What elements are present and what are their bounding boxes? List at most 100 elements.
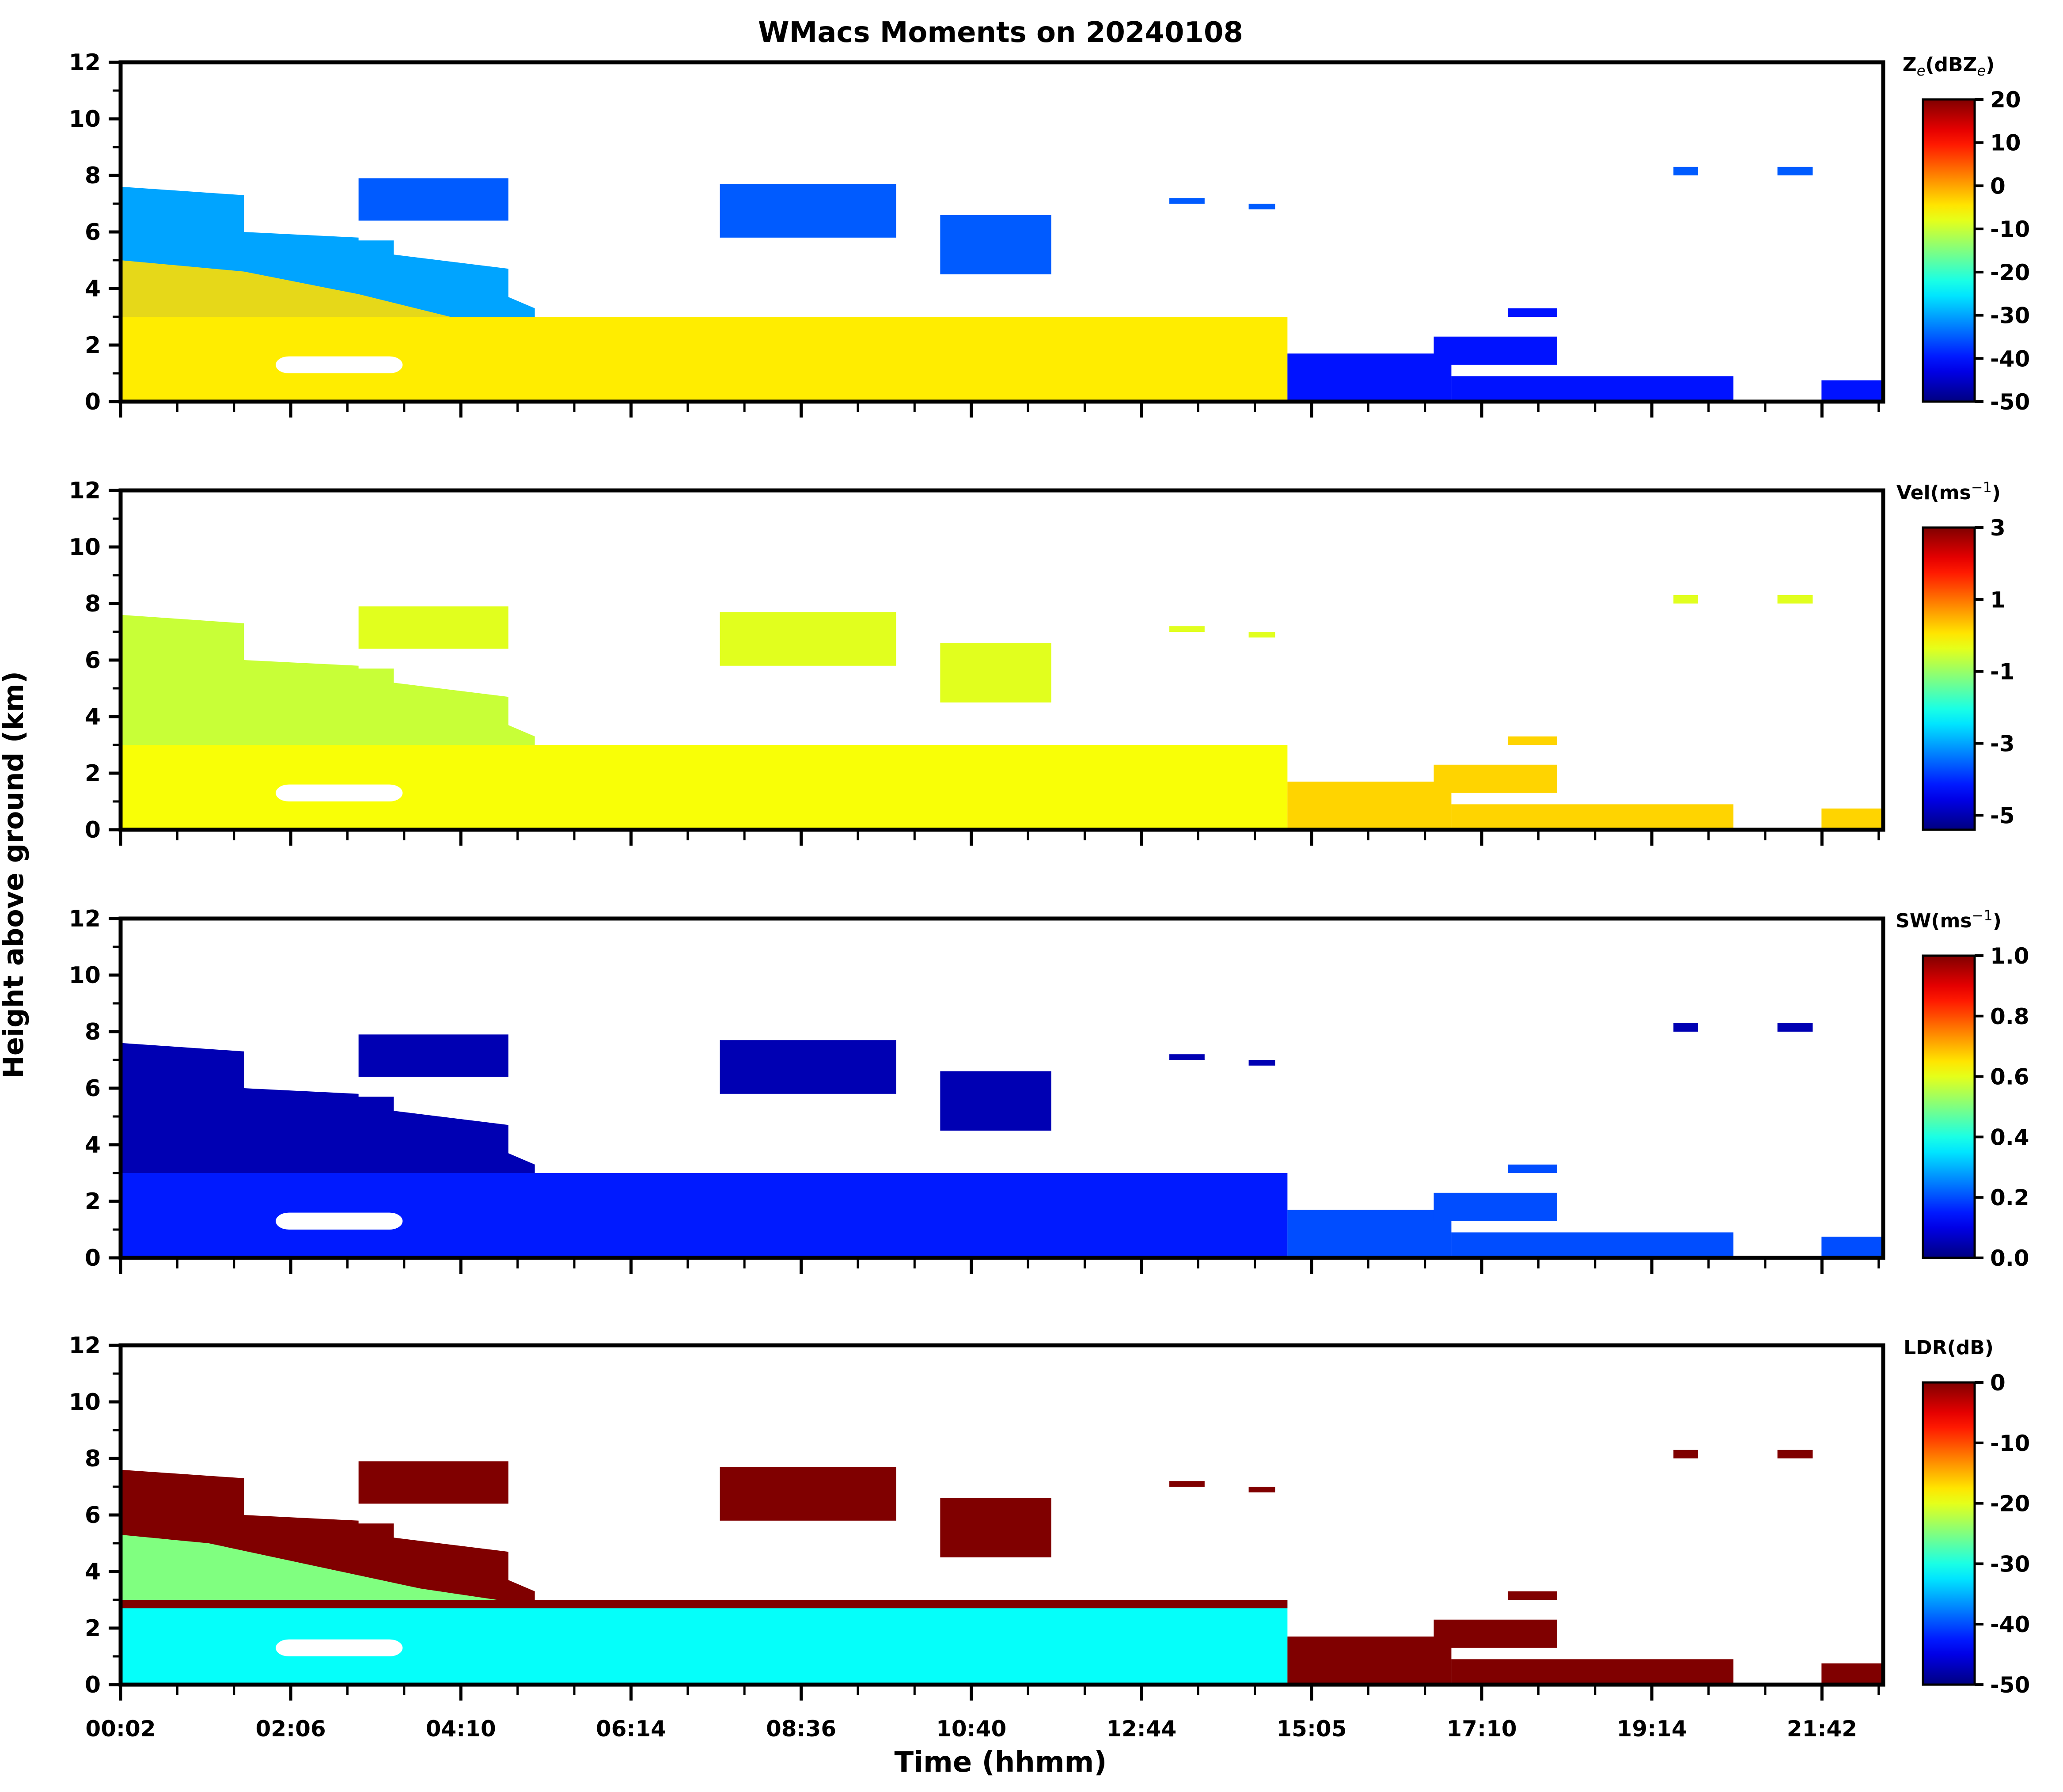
colorbar-tick-label: 0: [1990, 1370, 2006, 1396]
cloud-region-mid-patch-1: [1508, 308, 1557, 317]
colorbar-tick-label: 0: [1990, 173, 2006, 199]
cloud-region-cirrus-1: [358, 606, 508, 649]
cloud-region-late-low-layer: [1287, 1210, 1452, 1258]
colorbar: [1922, 98, 1976, 403]
colorbar-tick-label: 0.8: [1990, 1004, 2029, 1029]
cloud-region-mid-patch-2: [1433, 336, 1557, 365]
cloud-region-end-patch: [1821, 809, 1883, 830]
x-tick-labels: 00:02 02:06 04:10 06:14 08:36 10:40 12:44 15:05…: [85, 1716, 1857, 1742]
y-tick-label: 6: [85, 647, 101, 674]
cloud-region-late-boundary: [1451, 804, 1733, 830]
y-tick-label: 10: [69, 1389, 101, 1416]
colorbar-label: Vel(ms−1): [1896, 479, 2001, 504]
y-tick-label: 2: [85, 760, 101, 787]
y-tick-label: 8: [85, 1019, 101, 1045]
colorbar-tick-label: -40: [1990, 346, 2030, 372]
cloud-region-end-patch: [1821, 380, 1883, 402]
colorbar-tick-label: 3: [1990, 515, 2006, 541]
plot-area: [121, 167, 1883, 402]
y-tick-label: 12: [69, 1333, 101, 1359]
colorbar-tick-label: 1.0: [1990, 943, 2029, 969]
colorbar-tick-label: -50: [1990, 389, 2030, 415]
y-tick-label: 12: [69, 49, 101, 76]
cloud-region-cirrus-2: [720, 184, 896, 238]
cloud-region-cirrus-7: [1777, 167, 1813, 175]
y-tick-label: 10: [69, 962, 101, 989]
panel-reflectivity: 0 2 4 6 8 10 12 20 10 0 -10 -20 -30 -40 -50 Ze(dBZe): [69, 49, 2030, 418]
cloud-region-cirrus-4: [1169, 1054, 1205, 1060]
x-tick-label: 12:44: [1106, 1716, 1176, 1742]
panel-spectrum-width: 0 2 4 6 8 10 12 1.0 0.8 0.6 0.4 0.2 0.0 SW(ms−1): [69, 906, 2029, 1274]
x-tick-label: 17:10: [1447, 1716, 1517, 1742]
cloud-region-cirrus-7: [1777, 1023, 1813, 1032]
cloud-region-late-boundary: [1451, 376, 1733, 402]
colorbar-tick-label: 10: [1990, 130, 2021, 156]
cloud-region-cirrus-3: [940, 215, 1051, 274]
x-tick-label: 21:42: [1787, 1716, 1857, 1742]
cloud-region-cirrus-3: [940, 643, 1051, 702]
cloud-region-cirrus-3: [940, 1498, 1051, 1557]
x-tick-label: 06:14: [596, 1716, 666, 1742]
colorbar-tick-label: 0.0: [1990, 1245, 2029, 1271]
x-tick-label: 15:05: [1276, 1716, 1346, 1742]
y-axis-label: Height above ground (km): [0, 671, 30, 1078]
y-tick-label: 0: [85, 1245, 101, 1272]
colorbar-tick-label: 20: [1990, 87, 2021, 113]
colorbar-tick-label: -30: [1990, 1551, 2030, 1577]
x-tick-label: 00:02: [85, 1716, 155, 1742]
panel-ldr: 0 2 4 6 8 10 12 0 -10 -20 -30 -40 -50 LDR(dB): [69, 1333, 2030, 1701]
y-tick-label: 12: [69, 478, 101, 504]
colorbar-tick-label: 1: [1990, 587, 2006, 613]
colorbar: [1922, 1381, 1976, 1686]
plot-area: [121, 1450, 1883, 1685]
cloud-region-cirrus-2: [720, 1467, 896, 1521]
chart-title: WMacs Moments on 20240108: [758, 16, 1243, 49]
cloud-region-cirrus-3: [940, 1071, 1051, 1131]
cloud-region-mid-patch-2: [1433, 1192, 1557, 1221]
plot-area: [121, 1023, 1883, 1258]
cloud-region-cirrus-5: [1248, 204, 1275, 209]
y-tick-label: 4: [85, 1559, 101, 1585]
y-tick-label: 6: [85, 1075, 101, 1102]
colorbar-label: Ze(dBZe): [1903, 53, 1995, 79]
cloud-region-cirrus-5: [1248, 1487, 1275, 1492]
colorbar-tick-label: 0.4: [1990, 1124, 2029, 1150]
x-axis-label: Time (hhmm): [895, 1746, 1107, 1779]
cloud-region-cirrus-5: [1248, 1060, 1275, 1066]
cloud-region-mid-patch-1: [1508, 736, 1557, 745]
cloud-region-cirrus-4: [1169, 198, 1205, 204]
y-tick-label: 2: [85, 1615, 101, 1642]
cloud-top-depolarization: [121, 1600, 1288, 1609]
cloud-region-cirrus-7: [1777, 595, 1813, 604]
cloud-region-late-boundary: [1451, 1232, 1733, 1258]
colorbar-tick-label: -50: [1990, 1672, 2030, 1698]
colorbar-label: LDR(dB): [1904, 1336, 1994, 1359]
data-gap: [276, 356, 403, 373]
y-tick-label: 8: [85, 591, 101, 617]
cloud-region-mid-patch-1: [1508, 1591, 1557, 1600]
colorbar-label: SW(ms−1): [1896, 907, 2002, 932]
x-tick-label: 19:14: [1617, 1716, 1687, 1742]
cloud-region-late-low-layer: [1287, 353, 1452, 402]
cloud-region-mid-patch-2: [1433, 1619, 1557, 1648]
colorbar-tick-label: 0.2: [1990, 1185, 2029, 1211]
colorbar-tick-label: -5: [1990, 803, 2015, 828]
cloud-region-cirrus-6: [1673, 167, 1699, 175]
cloud-region-cirrus-6: [1673, 1023, 1699, 1032]
data-gap: [276, 1212, 403, 1230]
cloud-region-cirrus-7: [1777, 1450, 1813, 1458]
colorbar-tick-label: -20: [1990, 260, 2030, 285]
cloud-region-cirrus-6: [1673, 1450, 1699, 1458]
y-tick-label: 8: [85, 1446, 101, 1472]
y-tick-label: 4: [85, 704, 101, 730]
y-tick-label: 2: [85, 1188, 101, 1215]
cloud-region-mid-patch-1: [1508, 1164, 1557, 1173]
cloud-region-cirrus-1: [358, 1461, 508, 1504]
colorbar: [1922, 954, 1976, 1259]
cloud-region-cirrus-2: [720, 612, 896, 666]
panels: 02468101220100-10-20-30-40-50Ze(dBZe)024…: [69, 49, 2030, 1701]
cloud-region-cirrus-2: [720, 1040, 896, 1094]
y-tick-label: 10: [69, 106, 101, 133]
cloud-region-cirrus-1: [358, 178, 508, 221]
